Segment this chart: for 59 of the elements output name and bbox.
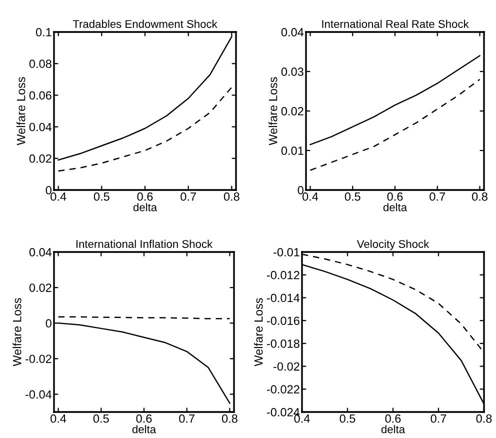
- y-tick-label: 0.1: [36, 28, 52, 36]
- x-axis-title: delta: [381, 425, 406, 434]
- x-axis-title: delta: [133, 203, 158, 212]
- y-tick-label: -0.02: [26, 354, 52, 364]
- line-series: [310, 55, 480, 146]
- y-tick-label: -0.014: [266, 294, 300, 302]
- x-tick-label: 0.4: [302, 192, 318, 201]
- y-axis-title: Welfare Loss: [12, 298, 22, 366]
- x-tick-label: 0.7: [179, 414, 194, 423]
- x-tick-label: 0.5: [93, 414, 109, 423]
- chart-title: International Real Rate Shock: [322, 20, 469, 28]
- y-tick-label: 0: [298, 186, 304, 194]
- x-axis-title: delta: [132, 425, 156, 434]
- x-tick-label: 0.6: [137, 192, 153, 201]
- y-tick-label: 0: [46, 186, 52, 194]
- x-tick-label: 0.6: [385, 414, 401, 423]
- chart-title: Velocity Shock: [356, 240, 430, 250]
- x-tick-label: 0.7: [180, 192, 196, 201]
- y-tick-label: -0.02: [274, 362, 300, 371]
- x-tick-label: 0.7: [430, 192, 445, 201]
- x-tick-label: 0.8: [472, 192, 488, 201]
- x-tick-label: 0.5: [94, 192, 110, 201]
- x-tick-label: 0.6: [387, 192, 403, 201]
- x-tick-label: 0.4: [50, 192, 66, 201]
- y-tick-label: 0.03: [281, 68, 304, 76]
- y-tick-label: -0.012: [266, 270, 300, 280]
- y-tick-label: 0.08: [29, 60, 52, 68]
- y-axis-title: Welfare Loss: [268, 77, 278, 146]
- y-tick-label: 0.02: [29, 284, 52, 292]
- y-tick-label: 0.04: [281, 28, 304, 36]
- y-tick-label: 0.04: [29, 122, 52, 132]
- y-tick-label: 0.06: [29, 91, 52, 100]
- chart-title: Tradables Endowment Shock: [72, 20, 218, 28]
- y-tick-label: 0.02: [281, 107, 304, 116]
- y-tick-label: 0.02: [29, 154, 52, 163]
- x-tick-label: 0.4: [50, 414, 66, 423]
- x-tick-label: 0.8: [222, 414, 238, 423]
- y-tick-label: -0.018: [266, 339, 300, 348]
- x-tick-label: 0.5: [340, 414, 356, 423]
- x-tick-label: 0.8: [476, 414, 492, 423]
- y-tick-label: -0.024: [266, 408, 300, 416]
- y-tick-label: -0.04: [26, 390, 52, 399]
- x-axis-title: delta: [383, 203, 408, 212]
- y-tick-label: -0.022: [266, 385, 300, 394]
- x-tick-label: 0.4: [294, 414, 310, 423]
- y-tick-label: 0.01: [281, 146, 304, 155]
- y-tick-label: -0.016: [266, 316, 300, 325]
- line-series: [58, 86, 232, 172]
- y-tick-label: 0.04: [29, 248, 52, 256]
- line-series: [310, 78, 480, 171]
- y-axis-title: Welfare Loss: [16, 77, 26, 146]
- y-tick-label: -0.01: [274, 248, 300, 256]
- x-tick-label: 0.8: [224, 192, 240, 201]
- y-axis-title: Welfare Loss: [254, 298, 263, 366]
- chart-title: International Inflation Shock: [76, 240, 213, 248]
- y-tick-label: 0: [46, 319, 52, 328]
- x-tick-label: 0.6: [136, 414, 152, 423]
- x-tick-label: 0.7: [430, 414, 446, 423]
- x-tick-label: 0.5: [344, 192, 360, 201]
